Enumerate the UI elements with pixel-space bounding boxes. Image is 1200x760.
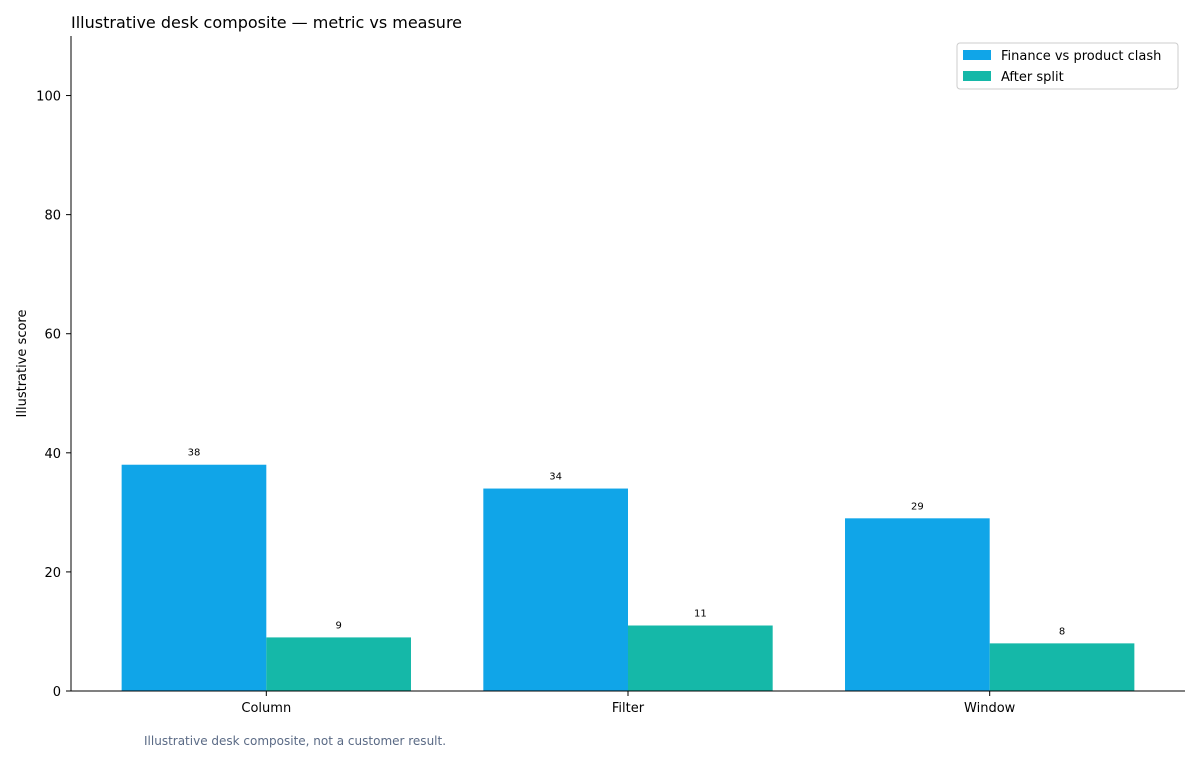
data-label-after-split-window: 8 <box>1059 626 1065 637</box>
y-axis-ticks: 0 20 40 60 80 100 <box>36 90 71 700</box>
chart-title: Illustrative desk composite — metric vs … <box>71 13 462 32</box>
bar-after-split-window <box>989 643 1135 691</box>
bar-finance-vs-product-clash-window <box>845 518 990 691</box>
legend-box <box>956 42 1179 90</box>
bar-finance-vs-product-clash-filter <box>483 488 628 691</box>
x-tick-label-column: Column <box>241 701 291 716</box>
y-tick-label: 40 <box>44 447 61 462</box>
bar-after-split-filter <box>628 625 773 691</box>
bar-after-split-column <box>266 637 411 691</box>
y-tick-label: 100 <box>36 90 61 105</box>
y-tick-label: 60 <box>44 328 61 343</box>
bar-finance-vs-product-clash-column <box>121 464 267 691</box>
y-tick-label: 0 <box>53 685 61 700</box>
data-label-after-split-column: 9 <box>335 620 341 631</box>
x-tick-label-window: Window <box>964 701 1016 716</box>
legend-label-finance-vs-product-clash: Finance vs product clash <box>1001 49 1161 64</box>
x-axis-ticks: Column Filter Window <box>241 691 1016 716</box>
y-tick-label: 20 <box>44 566 61 581</box>
data-label-after-split-filter: 11 <box>694 609 707 620</box>
data-label-finance-vs-product-clash-column: 38 <box>188 448 201 459</box>
legend-swatch-after-split <box>963 71 991 81</box>
data-label-finance-vs-product-clash-filter: 34 <box>549 472 562 483</box>
legend-label-after-split: After split <box>1001 70 1064 85</box>
y-tick-label: 80 <box>44 209 61 224</box>
x-tick-label-filter: Filter <box>612 701 645 716</box>
bars-group <box>121 464 1135 691</box>
legend-swatch-finance-vs-product-clash <box>963 50 991 60</box>
data-labels-group: 38 9 34 11 29 8 <box>188 448 1066 638</box>
data-label-finance-vs-product-clash-window: 29 <box>911 501 924 512</box>
y-axis-label: Illustrative score <box>15 310 30 418</box>
footnote: Illustrative desk composite, not a custo… <box>144 734 446 748</box>
legend: Finance vs product clash After split <box>956 42 1179 90</box>
